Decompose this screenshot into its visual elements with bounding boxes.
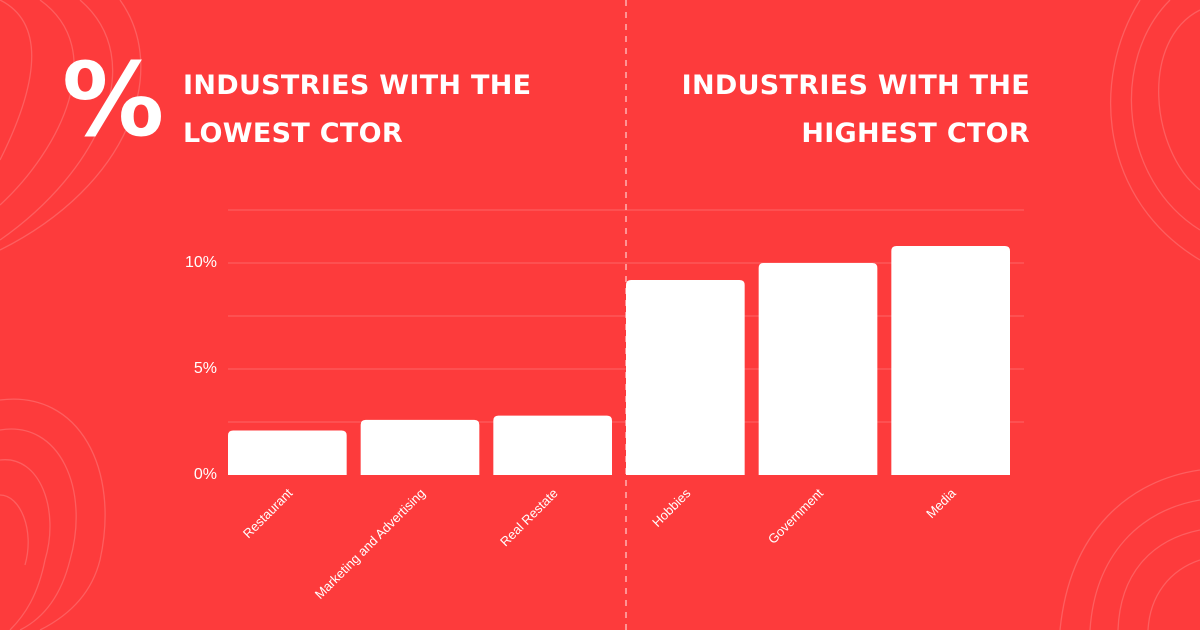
bar-government — [758, 263, 878, 475]
x-tick-label: Hobbies — [649, 485, 694, 530]
percent-logo-icon: % — [62, 41, 165, 160]
y-tick-label: 10% — [185, 254, 217, 271]
x-tick-label: Media — [923, 485, 959, 521]
bar-real-restate — [493, 415, 612, 475]
bars — [228, 246, 1010, 475]
highest-ctor-title: INDUSTRIES WITH THE HIGHEST CTOR — [681, 70, 1030, 149]
x-tick-label: Government — [765, 485, 826, 546]
x-tick-label: Real Restate — [497, 486, 561, 550]
bar-marketing-and-advertising — [360, 419, 480, 475]
x-tick-label: Marketing and Advertising — [312, 486, 428, 602]
y-tick-label: 0% — [194, 466, 217, 483]
y-axis-ticks: 0% 5% 10% — [185, 254, 217, 483]
x-axis-labels: Restaurant Marketing and Advertising Real … — [240, 485, 959, 602]
y-tick-label: 5% — [194, 360, 217, 377]
lowest-ctor-title: INDUSTRIES WITH THE LOWEST CTOR — [183, 70, 532, 149]
bar-hobbies — [626, 279, 745, 475]
bar-media — [891, 246, 1010, 475]
bar-restaurant — [228, 430, 347, 475]
x-tick-label: Restaurant — [240, 485, 296, 541]
